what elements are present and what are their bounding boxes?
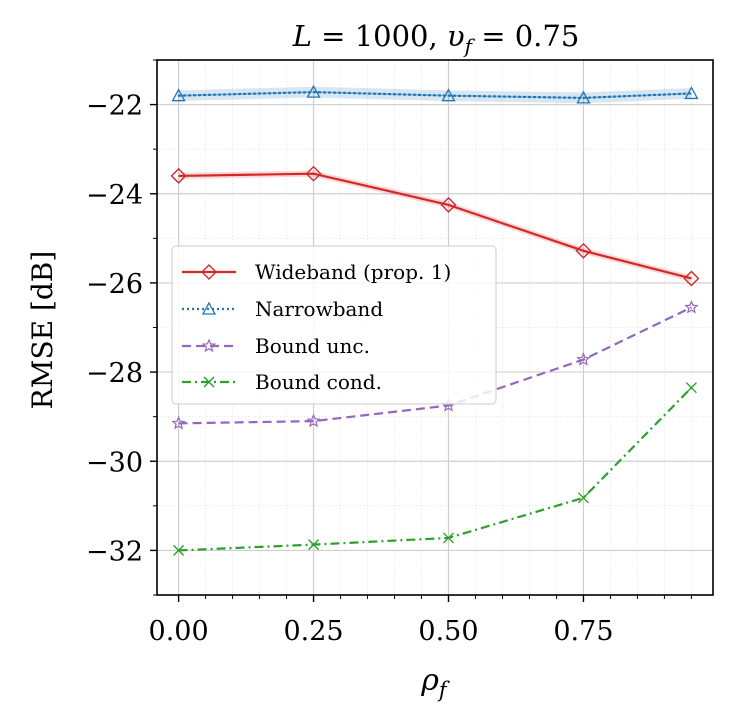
data-point-x-stroke <box>173 544 185 556</box>
x-tick-label: 0.25 <box>283 616 343 647</box>
y-tick-label: −22 <box>86 91 143 122</box>
x-tick-labels: 0.00 0.25 0.50 0.75 <box>149 616 614 647</box>
data-point-x-stroke <box>443 532 454 544</box>
y-tick-label: −32 <box>86 536 143 567</box>
series-line <box>178 306 692 425</box>
axis-ticks <box>150 59 692 602</box>
legend-box <box>171 245 497 405</box>
legend: Wideband (prop. 1) Narrowband Bound unc. Bo… <box>171 245 497 405</box>
legend-entries: Wideband (prop. 1) Narrowband Bound unc. Bo… <box>182 260 451 394</box>
data-point-diamond <box>575 242 592 259</box>
series-line <box>178 386 693 552</box>
data-point-star <box>684 299 699 314</box>
legend-label: Bound unc. <box>255 334 370 358</box>
y-tick-label: −24 <box>86 180 143 211</box>
title-var-upsilon: υ <box>447 19 465 53</box>
series-line <box>177 90 693 99</box>
data-point-diamond <box>683 270 700 287</box>
data-point-x-stroke <box>685 382 697 394</box>
x-tick-label: 0.75 <box>553 616 613 647</box>
y-tick-labels: −32 −30 −28 −26 −24 −22 <box>86 91 143 568</box>
data-point-x <box>173 544 185 556</box>
data-point-triangle <box>201 301 217 315</box>
series-lines <box>177 90 693 552</box>
y-tick-label: −28 <box>86 358 143 389</box>
data-point-x <box>685 382 697 394</box>
data-point-star <box>576 352 591 366</box>
series-markers <box>170 84 700 556</box>
y-tick-label: −26 <box>86 269 143 300</box>
title-value-l: = 1000, <box>312 19 447 53</box>
data-point-star <box>306 413 321 428</box>
title-var-l: L <box>292 19 312 53</box>
data-point-diamond <box>305 165 322 182</box>
y-tick-label: −30 <box>86 447 143 478</box>
data-point-x <box>577 492 589 504</box>
data-point-triangle <box>576 90 591 104</box>
legend-label: Wideband (prop. 1) <box>255 260 451 284</box>
data-point-diamond <box>201 264 217 280</box>
data-point-triangle <box>684 86 699 100</box>
legend-label: Bound cond. <box>255 370 382 394</box>
legend-entry: Wideband (prop. 1) <box>182 260 451 284</box>
legend-entry: Bound unc. <box>182 334 370 358</box>
x-tick-label: 0.50 <box>418 616 478 647</box>
data-point-star <box>201 338 217 353</box>
legend-entry: Narrowband <box>182 297 383 321</box>
data-point-x <box>443 532 454 544</box>
series-line <box>178 172 692 280</box>
chart-title: L = 1000, υf = 0.75 <box>292 19 580 58</box>
legend-label: Narrowband <box>255 297 383 321</box>
title-value-upsilon: = 0.75 <box>472 19 579 53</box>
x-axis-label-subscript: f <box>437 678 450 702</box>
x-axis-label: ρf <box>420 663 450 702</box>
data-point-diamond <box>440 196 457 213</box>
legend-entry: Bound cond. <box>182 370 382 394</box>
data-point-triangle <box>441 88 456 102</box>
data-point-diamond <box>170 167 187 184</box>
data-point-x-stroke <box>203 376 215 388</box>
data-point-x-stroke <box>577 492 589 504</box>
data-point-triangle <box>306 84 321 98</box>
data-point-x-stroke <box>308 539 320 551</box>
data-point-triangle <box>171 88 186 102</box>
y-axis-label: RMSE [dB] <box>26 251 59 410</box>
data-point-x <box>203 376 215 388</box>
x-axis-label-rho: ρ <box>420 663 439 698</box>
x-tick-label: 0.00 <box>149 616 209 647</box>
data-point-star <box>171 415 186 430</box>
data-point-x <box>308 539 320 551</box>
